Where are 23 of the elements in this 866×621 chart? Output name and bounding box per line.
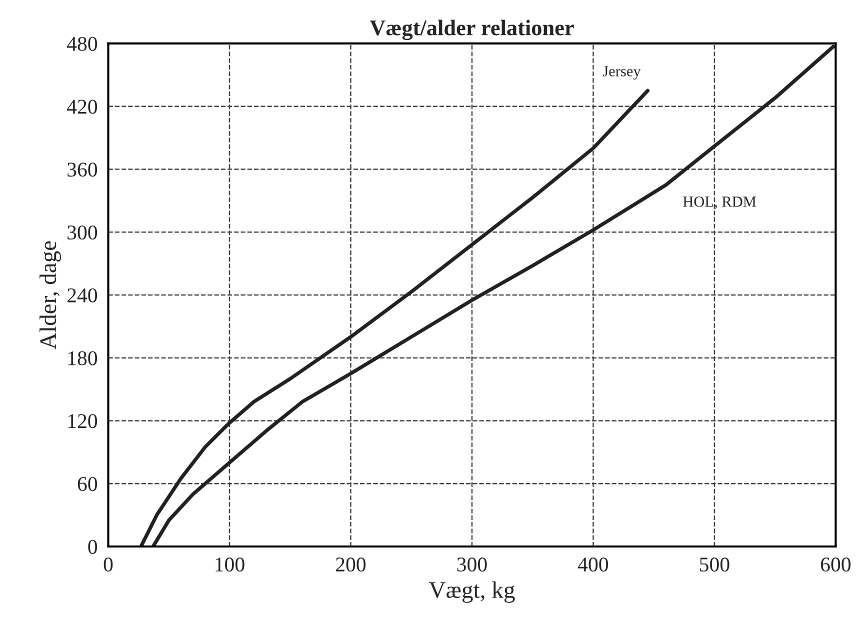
x-tick-label: 500	[700, 558, 730, 572]
y-tick-label: 180	[68, 351, 98, 366]
y-tick-label: 240	[68, 288, 98, 302]
x-tick-label: 100	[216, 558, 244, 572]
y-tick-label: 480	[66, 36, 98, 51]
y-tick-label: 360	[68, 162, 98, 177]
chart-title: Vægt/alder relationer	[370, 20, 574, 40]
x-tick-label: 400	[578, 558, 608, 572]
line-series	[151, 44, 836, 546]
x-tick-label: 200	[336, 558, 366, 572]
y-tick-label: 300	[68, 225, 98, 240]
line-series	[139, 88, 650, 546]
x-tick-label: 300	[457, 558, 487, 572]
series-label: HOL, RDM	[683, 196, 756, 210]
series-label: Jersey	[602, 66, 641, 80]
y-tick-label: 0	[88, 540, 98, 554]
x-axis-title: Vægt, kg	[428, 581, 515, 603]
x-tick-label: 600	[820, 558, 851, 572]
y-tick-label: 120	[68, 414, 98, 428]
x-tick-label: 0	[104, 558, 113, 572]
y-axis-title: Alder, dage	[40, 241, 62, 350]
y-tick-label: 420	[66, 100, 98, 114]
y-tick-label: 60	[78, 476, 98, 492]
